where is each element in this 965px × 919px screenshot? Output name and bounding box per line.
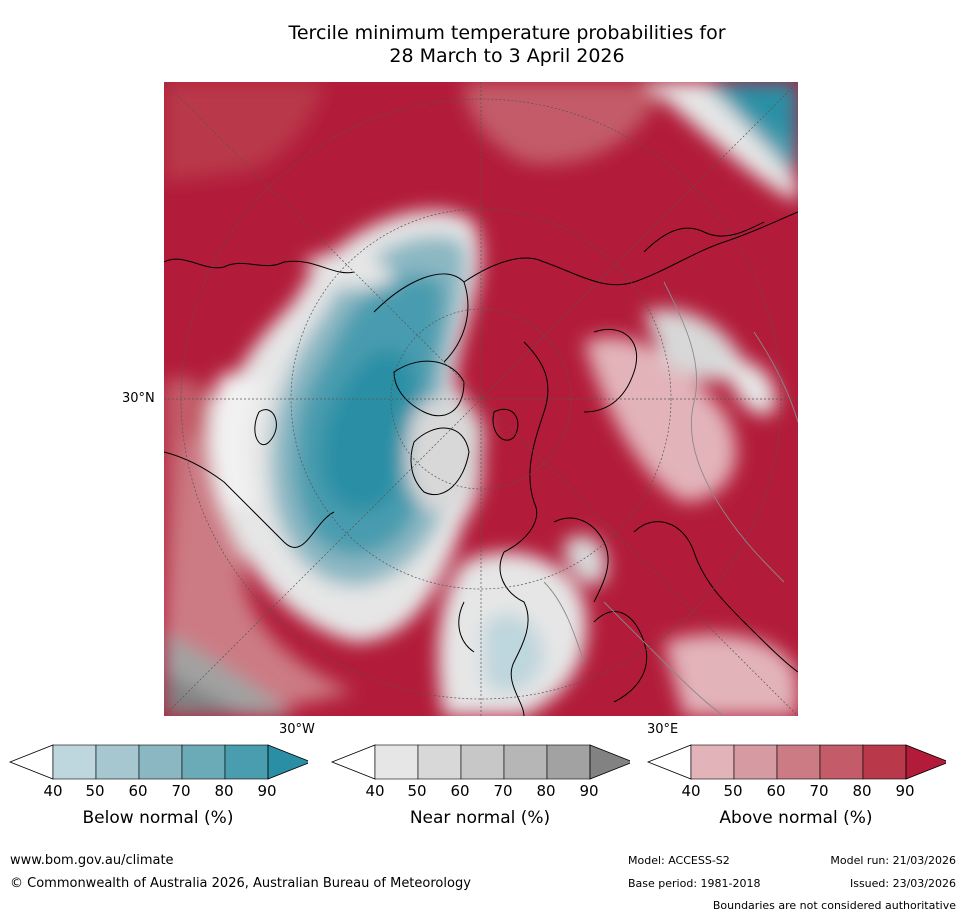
below-normal-label: Below normal (%): [82, 808, 234, 828]
tick-label: 80: [214, 782, 234, 800]
footer-issued: Issued: 23/03/2026: [849, 877, 956, 890]
tick-label: 50: [723, 782, 743, 800]
below-normal-swatch: [224, 744, 269, 780]
tick-label: 40: [43, 782, 63, 800]
near-normal-extend-low: [330, 744, 376, 780]
near-normal-swatch: [417, 744, 462, 780]
above-normal-extend-high: [905, 744, 946, 780]
title-line-2: 28 March to 3 April 2026: [389, 45, 625, 67]
footer-copyright: © Commonwealth of Australia 2026, Austra…: [10, 876, 471, 891]
lon-label-30e: 30°E: [647, 722, 679, 737]
map-canvas: [164, 82, 798, 716]
above-normal-extend-low: [646, 744, 692, 780]
above-normal-swatch: [862, 744, 907, 780]
tick-label: 90: [257, 782, 277, 800]
above-normal-label: Above normal (%): [719, 808, 873, 828]
chart-title: Tercile minimum temperature probabilitie…: [0, 22, 965, 68]
footer-model: Model: ACCESS-S2: [628, 854, 730, 867]
above-normal-colorbar: [646, 744, 946, 780]
title-line-1: Tercile minimum temperature probabilitie…: [288, 22, 726, 44]
near-normal-colorbar: [330, 744, 630, 780]
below-normal-swatch: [95, 744, 140, 780]
footer-base-period: Base period: 1981-2018: [628, 877, 761, 890]
country-boundaries: [543, 281, 798, 716]
tick-label: 40: [681, 782, 701, 800]
near-normal-label: Near normal (%): [409, 808, 551, 828]
near-normal-swatch: [374, 744, 419, 780]
footer-url: www.bom.gov.au/climate: [10, 853, 174, 868]
below-normal-extend-high: [267, 744, 308, 780]
tick-label: 80: [536, 782, 556, 800]
coastlines: [164, 211, 798, 716]
probability-field: [164, 82, 798, 716]
tick-label: 90: [579, 782, 599, 800]
footer-model-run: Model run: 21/03/2026: [830, 854, 956, 867]
lat-label-30n: 30°N: [122, 391, 155, 406]
tick-label: 70: [493, 782, 513, 800]
above-normal-swatch: [733, 744, 778, 780]
tick-label: 70: [171, 782, 191, 800]
tick-label: 60: [766, 782, 786, 800]
below-normal-swatch: [138, 744, 183, 780]
above-normal-swatch: [819, 744, 864, 780]
graticule: [164, 82, 798, 716]
probability-map: [164, 82, 798, 716]
tick-label: 80: [852, 782, 872, 800]
tick-label: 50: [85, 782, 105, 800]
below-normal-swatch: [52, 744, 97, 780]
near-normal-swatch: [460, 744, 505, 780]
near-normal-swatch: [546, 744, 591, 780]
near-normal-swatch: [503, 744, 548, 780]
tick-label: 40: [365, 782, 385, 800]
tick-label: 60: [450, 782, 470, 800]
above-normal-swatch: [690, 744, 735, 780]
tick-label: 90: [895, 782, 915, 800]
lon-label-30w: 30°W: [279, 722, 315, 737]
tick-label: 70: [809, 782, 829, 800]
footer-disclaimer: Boundaries are not considered authoritat…: [712, 899, 956, 912]
below-normal-extend-low: [8, 744, 54, 780]
tick-label: 50: [407, 782, 427, 800]
below-normal-colorbar: [8, 744, 308, 780]
near-normal-extend-high: [589, 744, 630, 780]
below-normal-swatch: [181, 744, 226, 780]
above-normal-swatch: [776, 744, 821, 780]
tick-label: 60: [128, 782, 148, 800]
